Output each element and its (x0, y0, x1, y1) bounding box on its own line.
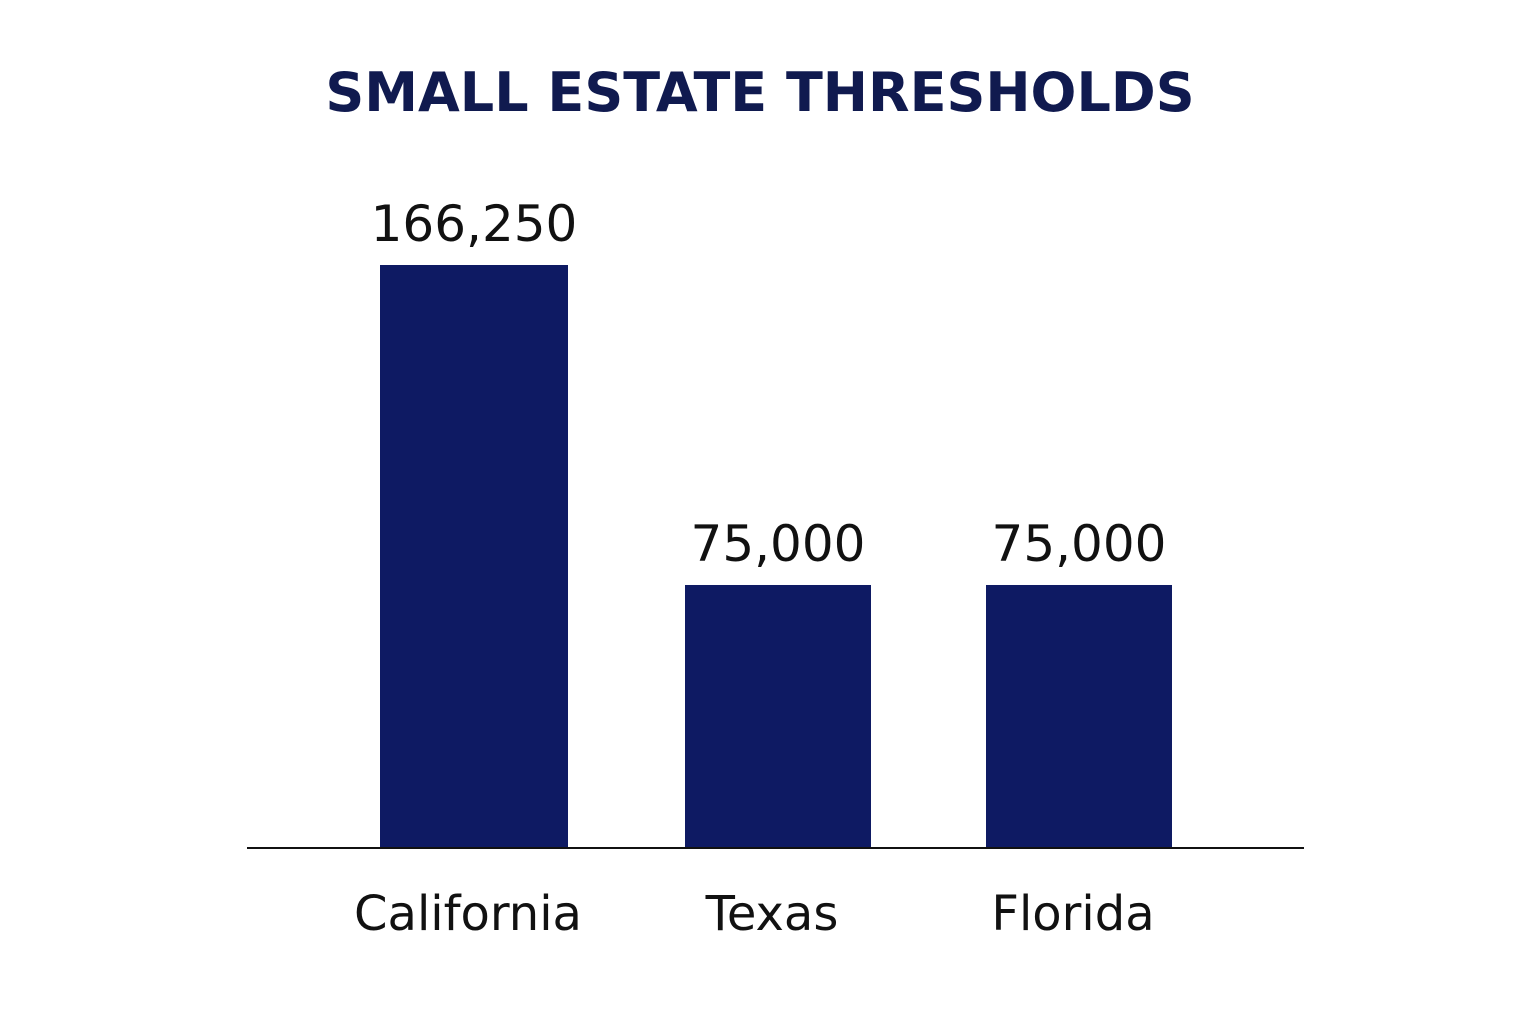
chart-title: SMALL ESTATE THRESHOLDS (325, 61, 1194, 124)
value-labels-group: 166,250 75,000 75,000 (371, 195, 1167, 573)
value-label-california: 166,250 (371, 195, 578, 253)
bar-florida (986, 584, 1172, 848)
category-label-florida: Florida (991, 886, 1154, 942)
bar-california (380, 265, 568, 848)
bar-texas (685, 584, 871, 848)
category-label-california: California (354, 886, 582, 942)
category-label-texas: Texas (705, 886, 839, 942)
value-label-texas: 75,000 (691, 515, 866, 573)
category-labels-group: California Texas Florida (354, 886, 1155, 942)
value-label-florida: 75,000 (992, 515, 1167, 573)
bars-group (380, 265, 1172, 848)
